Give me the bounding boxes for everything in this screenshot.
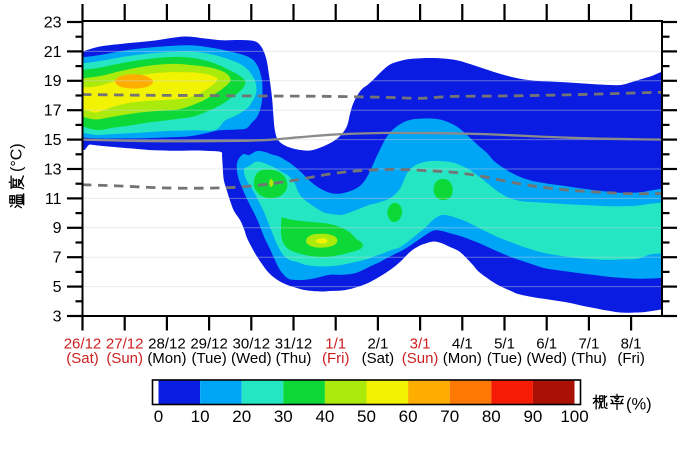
svg-text:20: 20	[232, 407, 251, 426]
svg-text:(Fri): (Fri)	[322, 350, 349, 367]
svg-text:(Thu): (Thu)	[276, 350, 312, 367]
svg-text:3: 3	[53, 308, 62, 325]
svg-text:(Wed): (Wed)	[231, 350, 272, 367]
svg-text:(Thu): (Thu)	[571, 350, 607, 367]
svg-text:28/12: 28/12	[148, 336, 186, 353]
svg-text:4/1: 4/1	[452, 336, 473, 353]
svg-text:60: 60	[399, 407, 418, 426]
svg-text:15: 15	[44, 132, 62, 149]
svg-text:30: 30	[274, 407, 293, 426]
svg-text:13: 13	[44, 161, 62, 178]
svg-text:30/12: 30/12	[233, 336, 271, 353]
svg-text:(Fri): (Fri)	[617, 350, 644, 367]
svg-text:6/1: 6/1	[536, 336, 557, 353]
svg-text:(Tue): (Tue)	[191, 350, 226, 367]
svg-text:80: 80	[482, 407, 501, 426]
svg-text:7/1: 7/1	[578, 336, 599, 353]
svg-text:9: 9	[53, 220, 62, 237]
svg-text:26/12: 26/12	[64, 336, 102, 353]
svg-text:(Sun): (Sun)	[402, 350, 439, 367]
svg-text:21: 21	[44, 44, 62, 61]
svg-text:(Mon): (Mon)	[443, 350, 482, 367]
svg-text:(°C): (°C)	[9, 143, 26, 172]
svg-text:8/1: 8/1	[621, 336, 642, 353]
svg-text:(Sat): (Sat)	[66, 350, 99, 367]
svg-text:5: 5	[53, 279, 62, 296]
svg-text:27/12: 27/12	[106, 336, 144, 353]
svg-text:23: 23	[44, 14, 62, 31]
svg-text:17: 17	[44, 103, 62, 120]
svg-text:19: 19	[44, 73, 62, 90]
svg-text:5/1: 5/1	[494, 336, 515, 353]
svg-text:(Wed): (Wed)	[526, 350, 567, 367]
svg-text:10: 10	[191, 407, 210, 426]
svg-text:(Tue): (Tue)	[487, 350, 522, 367]
svg-text:90: 90	[523, 407, 542, 426]
svg-text:50: 50	[357, 407, 376, 426]
svg-text:0: 0	[154, 407, 163, 426]
svg-text:(Sat): (Sat)	[362, 350, 395, 367]
svg-text:2/1: 2/1	[367, 336, 388, 353]
svg-text:40: 40	[315, 407, 334, 426]
svg-text:31/12: 31/12	[275, 336, 313, 353]
svg-text:70: 70	[440, 407, 459, 426]
svg-text:(Mon): (Mon)	[147, 350, 186, 367]
svg-text:1/1: 1/1	[325, 336, 346, 353]
svg-text:11: 11	[45, 191, 62, 208]
svg-text:29/12: 29/12	[190, 336, 228, 353]
svg-text:3/1: 3/1	[410, 336, 431, 353]
svg-text:(Sun): (Sun)	[106, 350, 143, 367]
svg-text:100: 100	[560, 407, 588, 426]
svg-text:(%): (%)	[626, 396, 652, 414]
svg-text:7: 7	[53, 250, 62, 267]
